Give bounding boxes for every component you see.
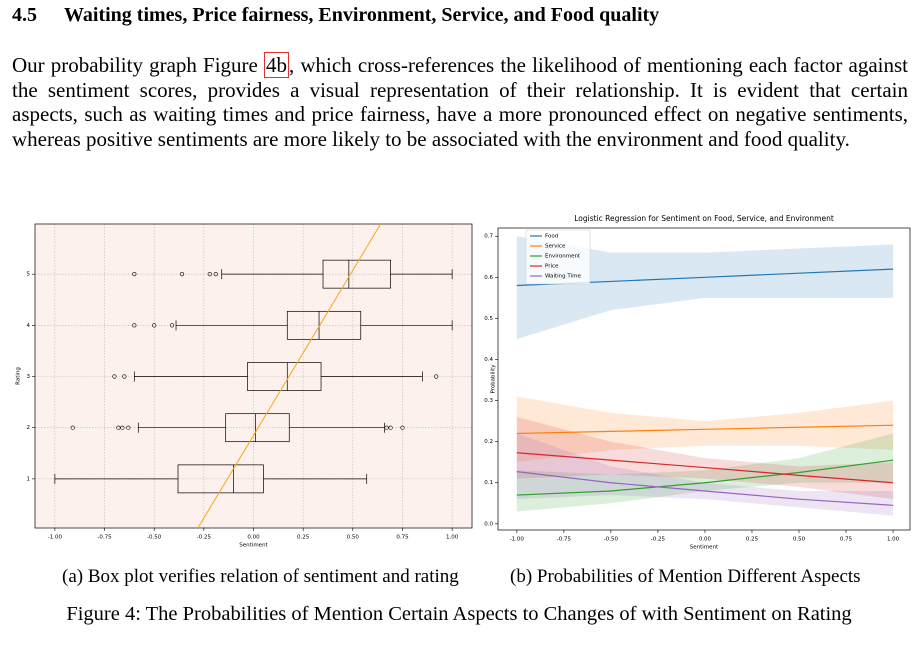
outlier [152,323,157,328]
legend-box [525,229,591,285]
outlier [116,425,121,430]
confidence-band [516,433,894,512]
x-tick-label: 0.50 [793,537,806,543]
section-number: 4.5 [12,4,37,26]
legend-label: Food [545,234,558,240]
x-tick-label: 0.50 [347,535,360,541]
subcaption: (a) Box plot verifies relation of sentim… [62,566,459,587]
box [247,362,322,391]
section-title: Waiting times, Price fairness, Environme… [64,4,660,26]
y-tick-label: 3 [27,374,31,380]
figure-reference[interactable]: 4b [263,52,289,78]
y-tick-label: 1 [27,476,31,482]
y-tick-label: 0.7 [484,234,493,240]
chart-title: Logistic Regression for Sentiment on Foo… [574,214,834,223]
y-tick-label: 2 [27,425,31,431]
confidence-band [516,236,894,339]
line [516,424,894,435]
x-tick-label: -1.00 [510,537,525,543]
y-tick-label: 0.6 [484,275,493,281]
outlier [70,425,75,430]
y-axis-label: Rating [16,367,22,385]
x-tick-label: -0.25 [197,535,212,541]
section-heading: 4.5 Waiting times, Price fairness, Enviro… [12,4,659,27]
y-tick-label: 0.1 [484,480,493,486]
line [516,452,894,484]
y-axis-label: Probability [491,364,497,394]
box [286,310,362,340]
text: , which cross-references the likelihood … [12,53,909,151]
confidence-band [516,417,894,500]
paragraph: Our probability graph Figure 4b, which c… [12,52,909,151]
fit-line [197,223,382,529]
outlier [213,272,218,277]
x-tick-label: 0.00 [247,535,260,541]
figure-caption: Figure 4: The Probabilities of Mention C… [66,603,852,625]
x-tick-label: 0.25 [297,535,310,541]
x-tick-label: 0.00 [699,537,712,543]
outlier [132,272,137,277]
outlier [179,272,185,277]
x-tick-label: 1.00 [446,535,459,541]
line [516,471,894,506]
x-axis-label: Sentiment [239,543,268,549]
axes-frame [497,227,911,531]
legend-label: Environment [545,254,581,260]
legend-label: Waiting Time [545,274,581,280]
subcaption: (b) Probabilities of Mention Different A… [510,566,861,587]
outlier [132,323,137,328]
x-tick-label: 0.75 [396,535,409,541]
outlier [120,425,125,430]
outlier [384,425,389,430]
box [225,413,290,443]
outlier [434,374,439,379]
y-tick-label: 0.4 [484,357,493,363]
y-tick-label: 0.2 [484,439,493,445]
legend-label: Price [545,264,559,270]
x-tick-label: -0.50 [147,535,162,541]
y-tick-label: 0.3 [484,398,493,404]
legend-label: Service [545,244,566,250]
outlier [122,374,127,379]
outlier [400,425,405,430]
box [177,464,264,494]
line [516,459,894,496]
x-tick-label: 0.25 [746,537,759,543]
outlier [207,272,212,277]
y-tick-label: 0.0 [484,521,493,527]
outlier [112,374,117,379]
x-tick-label: -1.00 [48,535,63,541]
x-tick-label: -0.25 [651,537,666,543]
x-tick-label: 1.00 [887,537,900,543]
x-axis-label: Sentiment [690,545,719,551]
text: Our probability graph Figure [12,53,258,77]
x-tick-label: 0.75 [840,537,853,543]
y-tick-label: 4 [27,323,31,329]
y-tick-label: 0.5 [484,316,493,322]
x-tick-label: -0.50 [604,537,619,543]
y-tick-label: 5 [27,272,31,278]
axes-frame [34,223,473,529]
outlier [126,425,131,430]
confidence-band [516,433,894,516]
x-tick-label: -0.75 [97,535,112,541]
outlier [388,425,393,430]
x-tick-label: -0.75 [557,537,572,543]
box [322,259,391,289]
outlier [169,323,175,328]
